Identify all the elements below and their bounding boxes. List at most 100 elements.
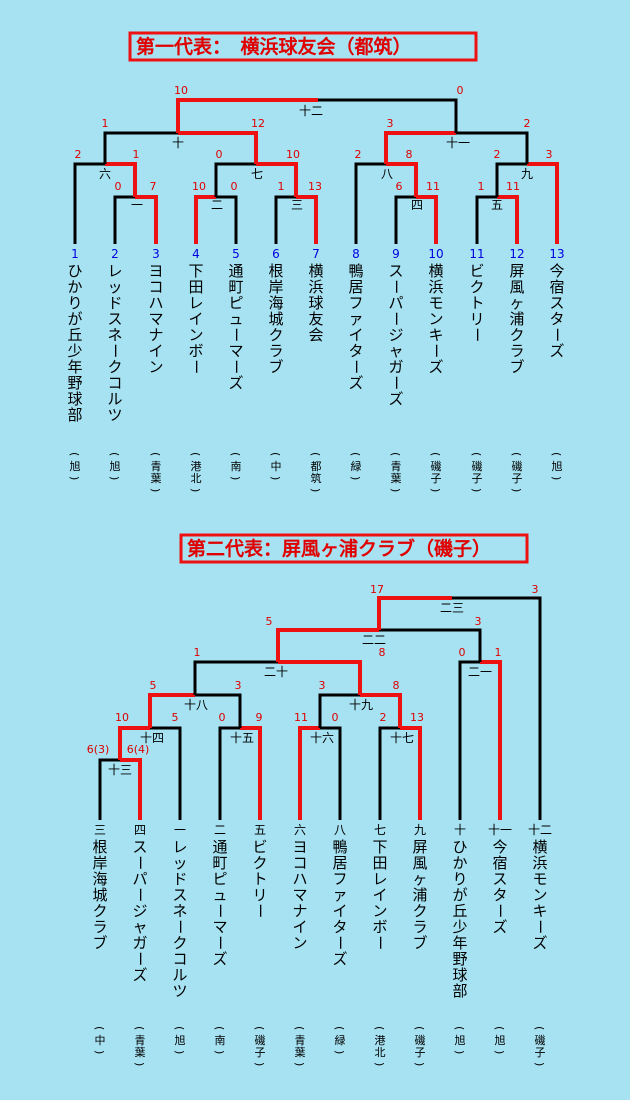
svg-text:根: 根 <box>268 262 283 280</box>
svg-text:旭: 旭 <box>110 459 121 473</box>
svg-text:): ) <box>389 488 402 492</box>
svg-text:子: 子 <box>431 472 442 485</box>
match-line <box>256 162 298 197</box>
svg-text:ズ: ズ <box>228 374 243 392</box>
svg-text:リ: リ <box>252 886 267 904</box>
match-line <box>497 195 519 244</box>
right-score: 11 <box>426 180 440 193</box>
right-score: 3 <box>235 679 242 692</box>
match-label: 二二 <box>362 633 386 647</box>
svg-text:ク: ク <box>268 326 283 344</box>
svg-text:パ: パ <box>388 294 403 312</box>
svg-text:レ: レ <box>172 838 187 856</box>
svg-text:ー: ー <box>387 311 405 326</box>
match-line <box>354 162 386 244</box>
match-label: 十四 <box>140 731 164 745</box>
svg-text:(: ( <box>149 452 162 456</box>
match-line <box>148 693 195 728</box>
svg-text:): ) <box>189 488 202 492</box>
team-district: (旭) <box>68 452 81 480</box>
svg-text:ン: ン <box>188 326 203 344</box>
svg-text:岸: 岸 <box>92 854 107 872</box>
team-name: 屏風ヶ浦クラブ <box>412 838 427 952</box>
svg-text:横: 横 <box>428 262 443 280</box>
svg-text:(: ( <box>510 452 523 456</box>
team-seed: 12 <box>509 247 524 261</box>
svg-text:宿: 宿 <box>492 854 507 872</box>
svg-text:子: 子 <box>535 1046 546 1059</box>
team-district: (青葉) <box>293 1026 306 1066</box>
svg-text:風: 風 <box>509 278 524 296</box>
svg-text:ズ: ズ <box>492 918 507 936</box>
team-name: 屏風ヶ浦クラブ <box>509 262 524 376</box>
team-seed: 三 <box>94 823 106 837</box>
svg-text:野: 野 <box>67 374 82 392</box>
match-line <box>298 726 320 820</box>
svg-text:フ: フ <box>332 870 347 888</box>
svg-text:居: 居 <box>348 278 363 296</box>
svg-text:磯: 磯 <box>535 1034 546 1047</box>
svg-text:ン: ン <box>292 934 307 952</box>
svg-text:モ: モ <box>532 870 547 888</box>
right-score: 6(4) <box>127 743 150 756</box>
svg-text:青: 青 <box>135 1034 146 1047</box>
svg-text:浜: 浜 <box>308 278 323 296</box>
svg-text:ク: ク <box>469 278 484 296</box>
svg-text:ジ: ジ <box>132 902 147 920</box>
svg-text:ュ: ュ <box>212 886 227 904</box>
match-line <box>193 660 278 695</box>
match-line <box>527 162 559 244</box>
team-seed: 四 <box>134 823 146 837</box>
team-district: (青葉) <box>149 452 162 492</box>
svg-text:ー: ー <box>427 343 445 358</box>
team-district: (磯子) <box>533 1026 546 1066</box>
svg-text:宿: 宿 <box>549 278 564 296</box>
match-line <box>318 98 458 133</box>
svg-text:ズ: ズ <box>348 374 363 392</box>
svg-text:ー: ー <box>531 919 549 934</box>
svg-text:): ) <box>429 488 442 492</box>
svg-text:葉: 葉 <box>151 471 162 485</box>
team-name: 横浜球友会 <box>308 262 323 344</box>
svg-text:キ: キ <box>532 902 547 920</box>
right-score: 3 <box>532 583 539 596</box>
svg-text:ー: ー <box>387 375 405 390</box>
svg-text:ク: ク <box>92 902 107 920</box>
svg-text:(: ( <box>269 452 282 456</box>
svg-text:(: ( <box>413 1026 426 1030</box>
team-seed: 七 <box>374 823 386 837</box>
svg-text:ブ: ブ <box>268 358 283 376</box>
svg-text:ク: ク <box>172 934 187 952</box>
match-line <box>176 98 318 133</box>
match-label: 二十 <box>264 665 288 679</box>
svg-text:浜: 浜 <box>532 854 547 872</box>
svg-text:マ: マ <box>292 886 307 904</box>
svg-text:青: 青 <box>151 460 162 473</box>
svg-text:ン: ン <box>148 358 163 376</box>
team-seed: 3 <box>152 247 160 261</box>
svg-text:子: 子 <box>472 472 483 485</box>
svg-text:子: 子 <box>512 472 523 485</box>
match-line <box>105 162 137 197</box>
bracket-title: 第二代表：屏風ヶ浦クラブ（磯子） <box>187 537 491 560</box>
svg-text:ピ: ピ <box>228 294 243 312</box>
match-line <box>320 726 342 820</box>
svg-text:ー: ー <box>131 951 149 966</box>
svg-text:ト: ト <box>469 294 484 312</box>
match-label: 八 <box>381 167 393 181</box>
svg-text:ス: ス <box>549 294 564 312</box>
svg-text:都: 都 <box>311 460 322 473</box>
svg-text:ビ: ビ <box>469 262 484 280</box>
svg-text:ピ: ピ <box>212 870 227 888</box>
left-score: 2 <box>75 148 82 161</box>
svg-text:球: 球 <box>67 390 82 408</box>
left-score: 0 <box>115 180 122 193</box>
svg-text:レ: レ <box>188 294 203 312</box>
right-score: 13 <box>410 711 424 724</box>
svg-text:葉: 葉 <box>135 1045 146 1059</box>
